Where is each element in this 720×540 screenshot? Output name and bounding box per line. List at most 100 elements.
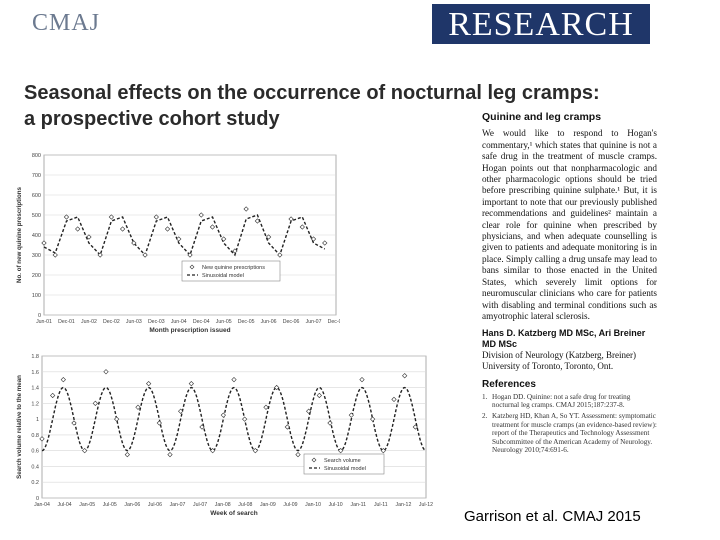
data-point	[176, 236, 182, 242]
data-point	[164, 226, 171, 232]
letter-body: We would like to respond to Hogan's comm…	[482, 128, 657, 321]
x-tick-label: Dec-05	[238, 319, 255, 325]
x-tick-label: Jun-03	[126, 319, 142, 325]
y-tick-label: 1.6	[31, 370, 39, 376]
data-point	[327, 420, 333, 426]
reference-text: Hogan DD. Quinine: not a safe drug for t…	[492, 392, 631, 410]
reference-text: Katzberg HD, Khan A, So YT. Assessment: …	[492, 411, 657, 455]
article-title-line2: a prospective cohort study	[24, 108, 280, 130]
data-point	[86, 234, 92, 240]
data-point	[60, 377, 66, 383]
legend-box	[181, 260, 281, 282]
reference-number: 2.	[482, 411, 488, 420]
data-point	[52, 252, 58, 258]
letter-column: Quinine and leg cramps We would like to …	[482, 111, 657, 455]
x-tick-label: Dec-04	[193, 319, 210, 325]
y-tick-label: 300	[32, 253, 41, 259]
legend-label: New quinine prescriptions	[202, 265, 265, 271]
y-tick-label: 0	[36, 496, 39, 502]
y-tick-label: 0.8	[31, 433, 39, 439]
data-point	[310, 236, 317, 242]
y-tick-label: 100	[32, 293, 41, 299]
x-tick-label: Jun-07	[306, 319, 322, 325]
x-tick-label: Jun-05	[216, 319, 232, 325]
data-point	[295, 451, 301, 458]
y-tick-label: 0.4	[31, 464, 39, 470]
x-tick-label: Jan-04	[34, 502, 50, 508]
data-point	[402, 373, 408, 379]
letter-heading: Quinine and leg cramps	[482, 111, 602, 123]
x-tick-label: Jan-07	[170, 502, 186, 508]
data-point	[187, 252, 193, 258]
data-point	[167, 451, 173, 458]
data-point	[274, 384, 280, 391]
data-point	[103, 369, 109, 375]
y-tick-label: 200	[32, 273, 41, 279]
reference-item: 1. Hogan DD. Quinine: not a safe drug fo…	[482, 393, 657, 410]
research-section-banner: RESEARCH	[432, 4, 650, 44]
letter-authors: Hans D. Katzberg MD MSc, Ari Breiner MD …	[482, 328, 646, 350]
data-point	[210, 448, 216, 454]
legend-box	[303, 453, 385, 475]
data-point	[252, 448, 258, 454]
data-point	[221, 236, 227, 242]
data-point	[178, 408, 184, 414]
x-tick-label: Dec-02	[103, 319, 120, 325]
y-tick-label: 400	[32, 233, 41, 239]
data-point	[299, 224, 305, 230]
x-tick-label: Jan-12	[395, 502, 411, 508]
data-point	[63, 214, 70, 220]
data-point	[124, 451, 130, 458]
x-tick-label: Jul-12	[419, 502, 433, 508]
x-tick-label: Jul-08	[238, 502, 252, 508]
data-point	[220, 412, 226, 418]
research-label: RESEARCH	[448, 6, 634, 43]
data-point	[92, 400, 98, 406]
x-tick-label: Jan-09	[260, 502, 276, 508]
data-point	[50, 392, 56, 399]
x-tick-label: Jan-06	[124, 502, 140, 508]
x-tick-label: Jul-05	[103, 502, 117, 508]
x-tick-label: Jul-11	[374, 502, 388, 508]
x-tick-label: Jun-01	[36, 319, 52, 325]
data-point	[284, 424, 290, 430]
data-point	[209, 224, 216, 230]
data-point	[265, 234, 272, 240]
y-tick-label: 500	[32, 213, 41, 219]
y-tick-label: 0.2	[31, 480, 39, 486]
legend-marker-observed	[311, 457, 317, 463]
references-heading: References	[482, 379, 536, 391]
data-point	[41, 240, 47, 246]
y-tick-label: 1	[36, 417, 39, 423]
x-tick-label: Jun-06	[261, 319, 277, 325]
data-point	[322, 240, 328, 246]
y-axis-label: No. of new quinine prescriptions	[16, 186, 23, 282]
data-point	[131, 240, 137, 246]
data-point	[135, 404, 141, 410]
data-point	[153, 214, 159, 220]
data-point	[338, 448, 344, 454]
data-point	[71, 420, 77, 426]
data-point	[412, 424, 418, 430]
y-tick-label: 0.6	[31, 449, 39, 455]
x-tick-label: Dec-03	[148, 319, 165, 325]
search-volume-chart: 0 0.2 0.4 0.6 0.8 1 1.2 1.4 1.6 1.8 Jan-04 Jul-04 Ja…	[14, 350, 434, 525]
quinine-prescriptions-chart: 0 100 200 300 400 500 600 700 800 Jun-01 Dec-01 Jun…	[14, 143, 340, 339]
data-point	[380, 448, 386, 454]
legend-label: Search volume	[324, 458, 361, 464]
data-point	[370, 416, 376, 422]
data-point	[263, 404, 269, 410]
legend-label: Sinusoidal model	[202, 273, 244, 279]
legend-label: Sinusoidal model	[324, 466, 366, 472]
data-point	[142, 252, 148, 258]
y-tick-label: 800	[32, 153, 41, 159]
y-tick-label: 0	[38, 313, 41, 319]
y-tick-label: 700	[32, 173, 41, 179]
x-tick-label: Jul-04	[58, 502, 72, 508]
x-tick-label: Dec-01	[58, 319, 75, 325]
article-title-line1: Seasonal effects on the occurrence of no…	[24, 82, 600, 104]
x-tick-label: Jan-05	[79, 502, 95, 508]
y-tick-label: 1.8	[31, 354, 39, 360]
data-point	[277, 252, 283, 258]
data-point	[198, 212, 204, 218]
